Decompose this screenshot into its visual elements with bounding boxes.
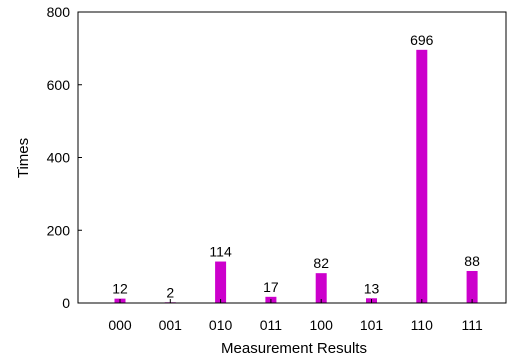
data-label-101: 13 [364,280,380,296]
data-label-111: 88 [464,253,480,269]
bars-group [114,49,478,303]
data-label-110: 696 [410,32,434,48]
data-label-010: 114 [209,244,232,260]
x-tick-label-111: 111 [461,317,482,333]
x-tick-label-000: 000 [108,317,132,333]
bar-110 [416,49,428,303]
y-axis-ticks: 0 200 400 600 800 [47,4,82,311]
data-label-100: 82 [313,255,329,271]
data-label-011: 17 [263,279,279,295]
data-label-001: 2 [166,284,174,300]
x-axis-ticks: 000 001 010 011 100 101 110 111 [108,299,483,333]
x-axis-label: Measurement Results [221,340,367,357]
bar-100 [315,273,327,303]
x-tick-label-010: 010 [209,317,233,333]
y-tick-label-200: 200 [47,222,71,238]
y-tick-label-400: 400 [47,150,71,166]
y-tick-label-800: 800 [47,4,71,20]
plot-area-frame [77,11,507,304]
y-axis-label: Times [15,138,32,178]
x-tick-label-101: 101 [360,317,384,333]
x-tick-label-001: 001 [159,317,183,333]
y-tick-label-0: 0 [62,295,70,311]
data-labels-group: 12 2 114 17 82 13 696 88 [112,32,480,300]
data-label-000: 12 [112,281,128,297]
bar-010 [215,261,227,303]
x-tick-label-100: 100 [310,317,334,333]
bar-111 [466,270,478,303]
x-tick-label-110: 110 [411,317,434,333]
y-tick-label-600: 600 [47,77,71,93]
x-tick-label-011: 011 [260,317,283,333]
